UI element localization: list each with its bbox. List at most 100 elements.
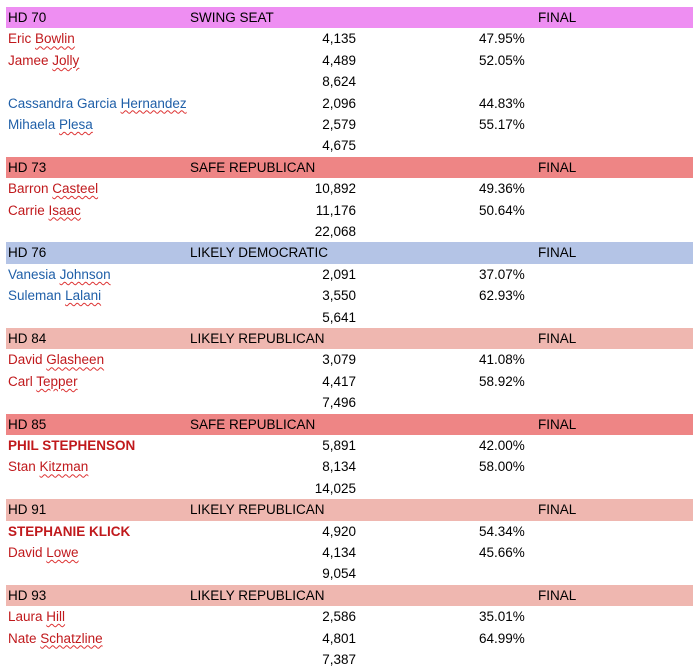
candidate-percent: 45.66% (479, 545, 525, 560)
race-status: FINAL (538, 159, 577, 175)
candidate-votes: 5,891 (322, 438, 356, 453)
candidate-percent: 52.05% (479, 52, 525, 68)
candidate-name: David Glasheen (8, 349, 104, 370)
vote-total: 7,387 (322, 652, 356, 667)
candidate-votes: 3,550 (322, 288, 356, 304)
candidate-votes: 4,920 (322, 523, 356, 539)
candidate-votes: 4,135 (322, 31, 356, 47)
candidate-first-name: Cassandra Garcia (8, 95, 117, 111)
candidate-last-name: Isaac (48, 202, 81, 218)
vote-total: 8,624 (322, 74, 356, 90)
candidate-name: Cassandra Garcia Hernandez (8, 93, 187, 114)
candidate-row: Laura Hill 2,586 35.01% (6, 606, 693, 627)
candidate-votes: 2,586 (322, 609, 356, 625)
candidate-name: Nate Schatzline (8, 628, 103, 649)
candidate-last-name: Tepper (36, 373, 78, 389)
district-label: HD 91 (8, 502, 47, 518)
candidate-name: Suleman Lalani (8, 285, 101, 306)
candidate-name: Mihaela Plesa (8, 114, 93, 135)
total-row: 5,641 (6, 307, 693, 328)
race-status: FINAL (538, 10, 577, 25)
district-label: HD 93 (8, 587, 47, 603)
vote-total: 9,054 (322, 566, 356, 582)
candidate-last-name: Kitzman (39, 459, 89, 475)
candidate-first-name: Barron (8, 181, 49, 197)
candidate-percent: 37.07% (479, 266, 525, 282)
candidate-votes: 4,134 (322, 545, 356, 560)
candidate-percent: 42.00% (479, 438, 525, 453)
candidate-name: Jamee Jolly (8, 50, 79, 71)
candidate-votes: 2,579 (322, 117, 356, 132)
total-row: 7,387 (6, 649, 693, 670)
candidate-row: Eric Bowlin 4,135 47.95% (6, 28, 693, 49)
candidate-last-name: Casteel (52, 181, 99, 197)
race-rating: LIKELY DEMOCRATIC (190, 245, 329, 261)
district-label: HD 84 (8, 331, 47, 346)
race-header-row: HD 91 LIKELY REPUBLICAN FINAL (6, 499, 693, 521)
candidate-votes: 8,134 (322, 459, 356, 475)
total-row: 9,054 (6, 563, 693, 584)
candidate-first-name: STEPHANIE KLICK (8, 523, 131, 539)
total-row: 7,496 (6, 392, 693, 413)
total-row: 8,624 (6, 71, 693, 92)
candidate-name: David Lowe (8, 542, 79, 563)
race-rating: SAFE REPUBLICAN (190, 159, 316, 175)
candidate-first-name: Eric (8, 31, 32, 47)
candidate-first-name: Suleman (8, 288, 62, 304)
candidate-last-name: Lowe (46, 545, 79, 560)
candidate-name: Vanesia Johnson (8, 264, 111, 285)
candidate-votes: 11,176 (315, 202, 356, 218)
vote-total: 7,496 (322, 395, 356, 411)
race-header-row: HD 73 SAFE REPUBLICAN FINAL (6, 156, 693, 179)
candidate-votes: 2,091 (322, 266, 356, 282)
race-rating: LIKELY REPUBLICAN (190, 502, 325, 518)
race-status: FINAL (538, 587, 577, 603)
candidate-first-name: Stan (8, 459, 36, 475)
candidate-row: Barron Casteel 10,892 49.36% (6, 178, 693, 199)
candidate-name: STEPHANIE KLICK (8, 521, 130, 542)
candidate-first-name: David (8, 545, 43, 560)
candidate-first-name: Mihaela (8, 117, 56, 132)
candidate-name: Carl Tepper (8, 371, 78, 392)
candidate-last-name: Jolly (52, 52, 80, 68)
candidate-row: Cassandra Garcia Hernandez 2,096 44.83% (6, 93, 693, 114)
candidate-name: Laura Hill (8, 606, 65, 627)
candidate-percent: 64.99% (479, 630, 525, 646)
candidate-first-name: Carl (8, 373, 33, 389)
candidate-percent: 49.36% (479, 181, 525, 197)
candidate-row: Jamee Jolly 4,489 52.05% (6, 50, 693, 71)
candidate-first-name: Nate (8, 630, 37, 646)
candidate-votes: 4,489 (322, 52, 356, 68)
race-status: FINAL (538, 416, 577, 432)
candidate-last-name: Lalani (65, 288, 102, 304)
candidate-first-name: Carrie (8, 202, 45, 218)
candidate-votes: 3,079 (322, 352, 356, 368)
district-label: HD 70 (8, 10, 47, 25)
candidate-row: PHIL STEPHENSON 5,891 42.00% (6, 435, 693, 456)
candidate-row: Carl Tepper 4,417 58.92% (6, 371, 693, 392)
candidate-row: Nate Schatzline 4,801 64.99% (6, 628, 693, 649)
total-row: 4,675 (6, 135, 693, 156)
vote-total: 22,068 (314, 224, 356, 239)
candidate-votes: 2,096 (322, 95, 356, 111)
candidate-last-name: Hernandez (120, 95, 187, 111)
candidate-first-name: Jamee (8, 52, 49, 68)
candidate-row: Mihaela Plesa 2,579 55.17% (6, 114, 693, 135)
candidate-last-name: Johnson (59, 266, 111, 282)
race-status: FINAL (538, 331, 577, 346)
race-rating: LIKELY REPUBLICAN (190, 331, 325, 346)
candidate-percent: 41.08% (479, 352, 525, 368)
candidate-percent: 35.01% (479, 609, 525, 625)
candidate-last-name: Glasheen (46, 352, 105, 368)
vote-total: 4,675 (322, 138, 356, 154)
race-header-row: HD 76 LIKELY DEMOCRATIC FINAL (6, 242, 693, 264)
race-status: FINAL (538, 245, 577, 261)
candidate-percent: 47.95% (479, 31, 525, 47)
candidate-percent: 58.92% (479, 373, 525, 389)
candidate-row: Carrie Isaac 11,176 50.64% (6, 200, 693, 221)
candidate-last-name: Hill (46, 609, 66, 625)
candidate-row: David Glasheen 3,079 41.08% (6, 349, 693, 370)
race-header-row: HD 85 SAFE REPUBLICAN FINAL (6, 413, 693, 435)
candidate-last-name: Plesa (59, 117, 93, 132)
